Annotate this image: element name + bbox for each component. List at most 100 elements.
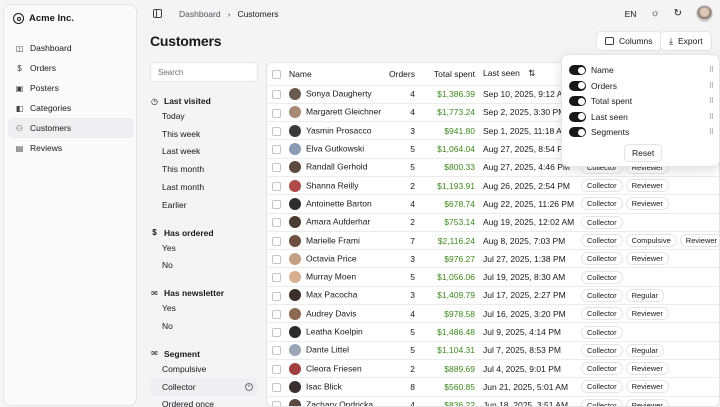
customer-name[interactable]: Randall Gerhold bbox=[306, 161, 368, 172]
customer-name[interactable]: Shanna Reilly bbox=[306, 179, 359, 190]
refresh-icon[interactable]: ↻ bbox=[673, 8, 682, 19]
drag-handle-icon[interactable]: ⠿ bbox=[708, 98, 714, 105]
customer-name[interactable]: Amara Aufderhar bbox=[306, 216, 371, 227]
column-header-total[interactable]: Total spent bbox=[419, 63, 479, 86]
breadcrumb-parent[interactable]: Dashboard bbox=[179, 9, 221, 19]
customer-name[interactable]: Sonya Daugherty bbox=[306, 88, 372, 99]
table-row[interactable]: Audrey Davis 4 $978.58 Jul 16, 2025, 3:2… bbox=[267, 304, 719, 324]
customer-name[interactable]: Zachary Ondricka bbox=[306, 399, 374, 407]
row-checkbox[interactable] bbox=[272, 254, 281, 264]
customer-name[interactable]: Max Pacocha bbox=[306, 289, 358, 300]
row-checkbox[interactable] bbox=[272, 218, 281, 228]
column-header-last-seen[interactable]: Last seen ⇅ bbox=[479, 63, 575, 86]
column-header-orders[interactable]: Orders bbox=[385, 63, 419, 86]
row-checkbox[interactable] bbox=[272, 108, 281, 118]
sidebar-item-categories[interactable]: ◧ Categories bbox=[8, 98, 134, 118]
table-row[interactable]: Max Pacocha 3 $1,409.79 Jul 17, 2025, 2:… bbox=[267, 286, 719, 306]
filter-option[interactable]: Earlier bbox=[150, 196, 258, 214]
row-checkbox[interactable] bbox=[272, 181, 281, 191]
column-toggle-switch[interactable] bbox=[569, 96, 586, 106]
customer-name[interactable]: Audrey Davis bbox=[306, 307, 357, 318]
customer-name[interactable]: Leatha Koelpin bbox=[306, 326, 363, 337]
drag-handle-icon[interactable]: ⠿ bbox=[708, 129, 714, 136]
filter-option[interactable]: No bbox=[150, 317, 258, 335]
row-checkbox[interactable] bbox=[272, 163, 281, 173]
column-toggle-row[interactable]: Total spent ⠿ bbox=[569, 95, 714, 107]
filter-option[interactable]: Last week bbox=[150, 143, 258, 161]
customer-name[interactable]: Octavia Price bbox=[306, 253, 357, 264]
table-row[interactable]: Leatha Koelpin 5 $1,486.48 Jul 9, 2025, … bbox=[267, 322, 719, 342]
brand[interactable]: Acme Inc. bbox=[13, 13, 74, 24]
column-toggle-switch[interactable] bbox=[569, 111, 586, 122]
sidebar-item-posters[interactable]: ▣ Posters bbox=[8, 78, 134, 98]
row-checkbox[interactable] bbox=[272, 364, 281, 374]
filter-option[interactable]: This week bbox=[150, 125, 258, 143]
row-checkbox[interactable] bbox=[272, 145, 281, 155]
sidebar-item-orders[interactable]: $ Orders bbox=[8, 58, 134, 78]
column-toggle-row[interactable]: Last seen ⠿ bbox=[569, 111, 714, 123]
drag-handle-icon[interactable]: ⠿ bbox=[708, 82, 714, 90]
clear-filter-icon[interactable]: × bbox=[245, 382, 253, 391]
language-button[interactable]: EN bbox=[624, 8, 637, 19]
table-row[interactable]: Murray Moen 5 $1,056.06 Jul 19, 2025, 8:… bbox=[267, 267, 719, 287]
customer-name[interactable]: Margarett Gleichner bbox=[306, 106, 382, 117]
filter-option[interactable]: Yes bbox=[150, 239, 258, 257]
customer-name[interactable]: Elva Gutkowski bbox=[306, 143, 365, 154]
export-button[interactable]: ⤓ Export bbox=[660, 31, 712, 51]
row-checkbox[interactable] bbox=[272, 273, 281, 283]
row-checkbox[interactable] bbox=[272, 200, 281, 210]
table-row[interactable]: Cleora Friesen 2 $889.69 Jul 4, 2025, 9:… bbox=[267, 359, 719, 379]
sidebar-item-customers[interactable]: ⚇ Customers bbox=[8, 118, 134, 138]
theme-sun-icon[interactable]: ☼ bbox=[650, 8, 660, 19]
drag-handle-icon[interactable]: ⠿ bbox=[708, 67, 714, 74]
table-row[interactable]: Isac Blick 8 $560.85 Jun 21, 2025, 5:01 … bbox=[267, 377, 719, 397]
column-toggle-switch[interactable] bbox=[569, 127, 586, 137]
columns-button[interactable]: Columns bbox=[596, 31, 662, 51]
row-checkbox[interactable] bbox=[272, 401, 281, 406]
filter-option[interactable]: Ordered once bbox=[150, 396, 258, 407]
row-checkbox[interactable] bbox=[272, 126, 281, 136]
select-all-checkbox[interactable] bbox=[272, 69, 281, 79]
column-toggle-row[interactable]: Segments ⠿ bbox=[569, 126, 714, 138]
filter-option[interactable]: Last month bbox=[150, 178, 258, 196]
filter-option[interactable]: Compulsive bbox=[150, 360, 258, 378]
column-toggle-row[interactable]: Name ⠿ bbox=[569, 64, 714, 76]
filter-option[interactable]: Today bbox=[150, 107, 258, 125]
table-row[interactable]: Amara Aufderhar 2 $753.14 Aug 19, 2025, … bbox=[267, 213, 719, 232]
row-checkbox[interactable] bbox=[272, 236, 281, 246]
sidebar-item-dashboard[interactable]: ◫ Dashboard bbox=[8, 38, 134, 58]
table-row[interactable]: Shanna Reilly 2 $1,193.91 Aug 26, 2025, … bbox=[267, 176, 719, 196]
table-row[interactable]: Antoinette Barton 4 $678.74 Aug 22, 2025… bbox=[267, 194, 719, 214]
table-row[interactable]: Marielle Frami 7 $2,116.24 Aug 8, 2025, … bbox=[267, 231, 719, 251]
filter-option[interactable]: This month bbox=[150, 160, 258, 178]
customer-name[interactable]: Murray Moen bbox=[306, 271, 357, 282]
row-checkbox[interactable] bbox=[272, 90, 281, 100]
customer-name[interactable]: Cleora Friesen bbox=[306, 362, 362, 373]
row-checkbox[interactable] bbox=[272, 291, 281, 301]
table-row[interactable]: Zachary Ondricka 4 $836.22 Jun 18, 2025,… bbox=[267, 396, 719, 407]
customer-name[interactable]: Isac Blick bbox=[306, 381, 342, 392]
toggle-sidebar-icon[interactable] bbox=[153, 9, 162, 18]
row-checkbox[interactable] bbox=[272, 383, 281, 393]
filter-option[interactable]: Yes bbox=[150, 299, 258, 317]
customer-name[interactable]: Yasmin Prosacco bbox=[306, 124, 372, 135]
sidebar-item-reviews[interactable]: ▤ Reviews bbox=[8, 138, 134, 158]
user-avatar[interactable] bbox=[696, 5, 713, 22]
customer-name[interactable]: Marielle Frami bbox=[306, 234, 360, 245]
table-row[interactable]: Dante Littel 5 $1,104.31 Jul 7, 2025, 8:… bbox=[267, 341, 719, 360]
customer-name[interactable]: Dante Littel bbox=[306, 344, 349, 355]
column-toggle-switch[interactable] bbox=[569, 80, 586, 91]
table-row[interactable]: Octavia Price 3 $976.27 Jul 27, 2025, 1:… bbox=[267, 249, 719, 269]
filter-option[interactable]: No bbox=[150, 257, 258, 275]
row-checkbox[interactable] bbox=[272, 346, 281, 356]
reset-columns-button[interactable]: Reset bbox=[624, 144, 663, 162]
customer-name[interactable]: Antoinette Barton bbox=[306, 198, 372, 209]
drag-handle-icon[interactable]: ⠿ bbox=[708, 113, 714, 121]
row-checkbox[interactable] bbox=[272, 309, 281, 319]
column-toggle-row[interactable]: Orders ⠿ bbox=[569, 80, 714, 92]
sort-icon[interactable]: ⇅ bbox=[528, 68, 536, 79]
column-toggle-switch[interactable] bbox=[569, 65, 586, 75]
search-input[interactable]: Search bbox=[150, 62, 258, 82]
column-header-name[interactable]: Name bbox=[289, 63, 385, 86]
row-checkbox[interactable] bbox=[272, 328, 281, 338]
